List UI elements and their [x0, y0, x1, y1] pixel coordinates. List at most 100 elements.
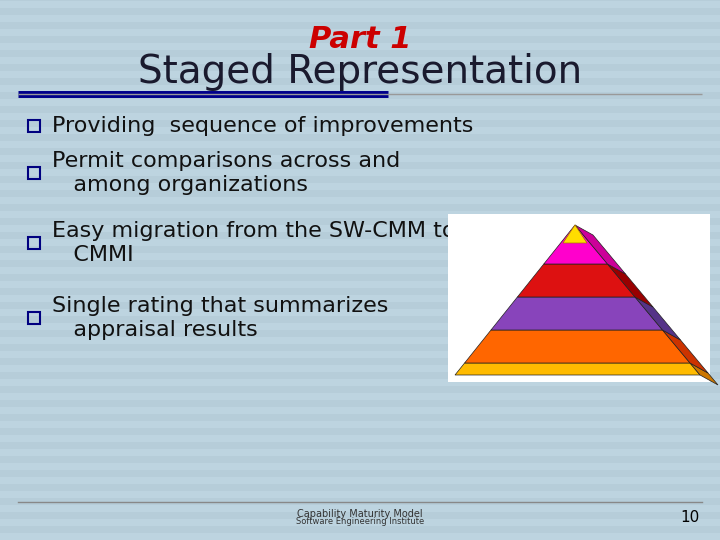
Bar [0, 323, 720, 330]
Bar [0, 435, 720, 442]
Bar [28, 237, 40, 249]
Polygon shape [464, 330, 690, 363]
Bar [0, 29, 720, 36]
Bar [0, 113, 720, 120]
Bar [0, 421, 720, 428]
Text: Capability Maturity Model: Capability Maturity Model [297, 509, 423, 519]
Bar [0, 253, 720, 260]
Bar [0, 120, 720, 127]
Bar [0, 407, 720, 414]
Bar [0, 302, 720, 309]
Text: Staged Representation: Staged Representation [138, 53, 582, 91]
Bar [0, 197, 720, 204]
Bar [0, 372, 720, 379]
Bar [0, 78, 720, 85]
Text: Part 1: Part 1 [309, 25, 411, 55]
Bar [0, 456, 720, 463]
Bar [0, 71, 720, 78]
Text: Single rating that summarizes
   appraisal results: Single rating that summarizes appraisal … [52, 296, 388, 340]
Bar [0, 498, 720, 505]
Bar [0, 239, 720, 246]
Bar [0, 526, 720, 533]
Bar [0, 190, 720, 197]
Bar [0, 57, 720, 64]
Bar [0, 428, 720, 435]
Polygon shape [690, 363, 718, 385]
Bar [0, 141, 720, 148]
Bar [0, 36, 720, 43]
Polygon shape [518, 264, 635, 297]
Bar [0, 337, 720, 344]
Bar [0, 344, 720, 351]
Text: Permit comparisons across and
   among organizations: Permit comparisons across and among orga… [52, 151, 400, 194]
Bar [0, 316, 720, 323]
Bar [0, 148, 720, 155]
Bar [0, 386, 720, 393]
Polygon shape [455, 363, 700, 375]
Bar [0, 351, 720, 358]
Bar [0, 64, 720, 71]
Bar [0, 274, 720, 281]
Bar [0, 491, 720, 498]
Polygon shape [608, 264, 653, 307]
Bar [0, 134, 720, 141]
Text: 10: 10 [680, 510, 700, 525]
Bar [0, 505, 720, 512]
Polygon shape [563, 225, 587, 243]
Bar [0, 267, 720, 274]
Bar [0, 1, 720, 8]
Bar [0, 225, 720, 232]
Bar [0, 379, 720, 386]
Bar [0, 211, 720, 218]
Bar [0, 99, 720, 106]
Bar [0, 85, 720, 92]
Bar [0, 0, 720, 1]
Bar [0, 204, 720, 211]
Bar [0, 92, 720, 99]
Text: Software Engineering Institute: Software Engineering Institute [296, 517, 424, 526]
Bar [0, 218, 720, 225]
Text: Easy migration from the SW-CMM to
   CMMI: Easy migration from the SW-CMM to CMMI [52, 221, 456, 265]
Polygon shape [575, 225, 626, 274]
Bar [0, 246, 720, 253]
Bar [0, 232, 720, 239]
Bar [0, 330, 720, 337]
Bar [0, 519, 720, 526]
Polygon shape [635, 297, 680, 340]
Bar [0, 414, 720, 421]
Bar [0, 442, 720, 449]
Text: Providing  sequence of improvements: Providing sequence of improvements [52, 116, 473, 136]
Bar [0, 484, 720, 491]
Bar [448, 214, 710, 382]
Bar [0, 15, 720, 22]
Bar [0, 127, 720, 134]
Bar [28, 120, 40, 132]
Bar [0, 365, 720, 372]
Bar [0, 512, 720, 519]
Bar [0, 477, 720, 484]
Bar [0, 8, 720, 15]
Bar [0, 470, 720, 477]
Bar [0, 463, 720, 470]
Bar [0, 22, 720, 29]
Bar [0, 106, 720, 113]
Bar [0, 309, 720, 316]
Bar [0, 183, 720, 190]
Bar [0, 260, 720, 267]
Bar [28, 312, 40, 324]
Bar [0, 288, 720, 295]
Bar [0, 50, 720, 57]
Bar [0, 393, 720, 400]
Polygon shape [491, 297, 662, 330]
Bar [0, 533, 720, 540]
Bar [0, 295, 720, 302]
Polygon shape [662, 330, 708, 373]
Bar [0, 43, 720, 50]
Bar [28, 167, 40, 179]
Bar [0, 176, 720, 183]
Bar [0, 358, 720, 365]
Bar [0, 169, 720, 176]
Bar [0, 155, 720, 162]
Bar [0, 281, 720, 288]
Polygon shape [544, 225, 608, 264]
